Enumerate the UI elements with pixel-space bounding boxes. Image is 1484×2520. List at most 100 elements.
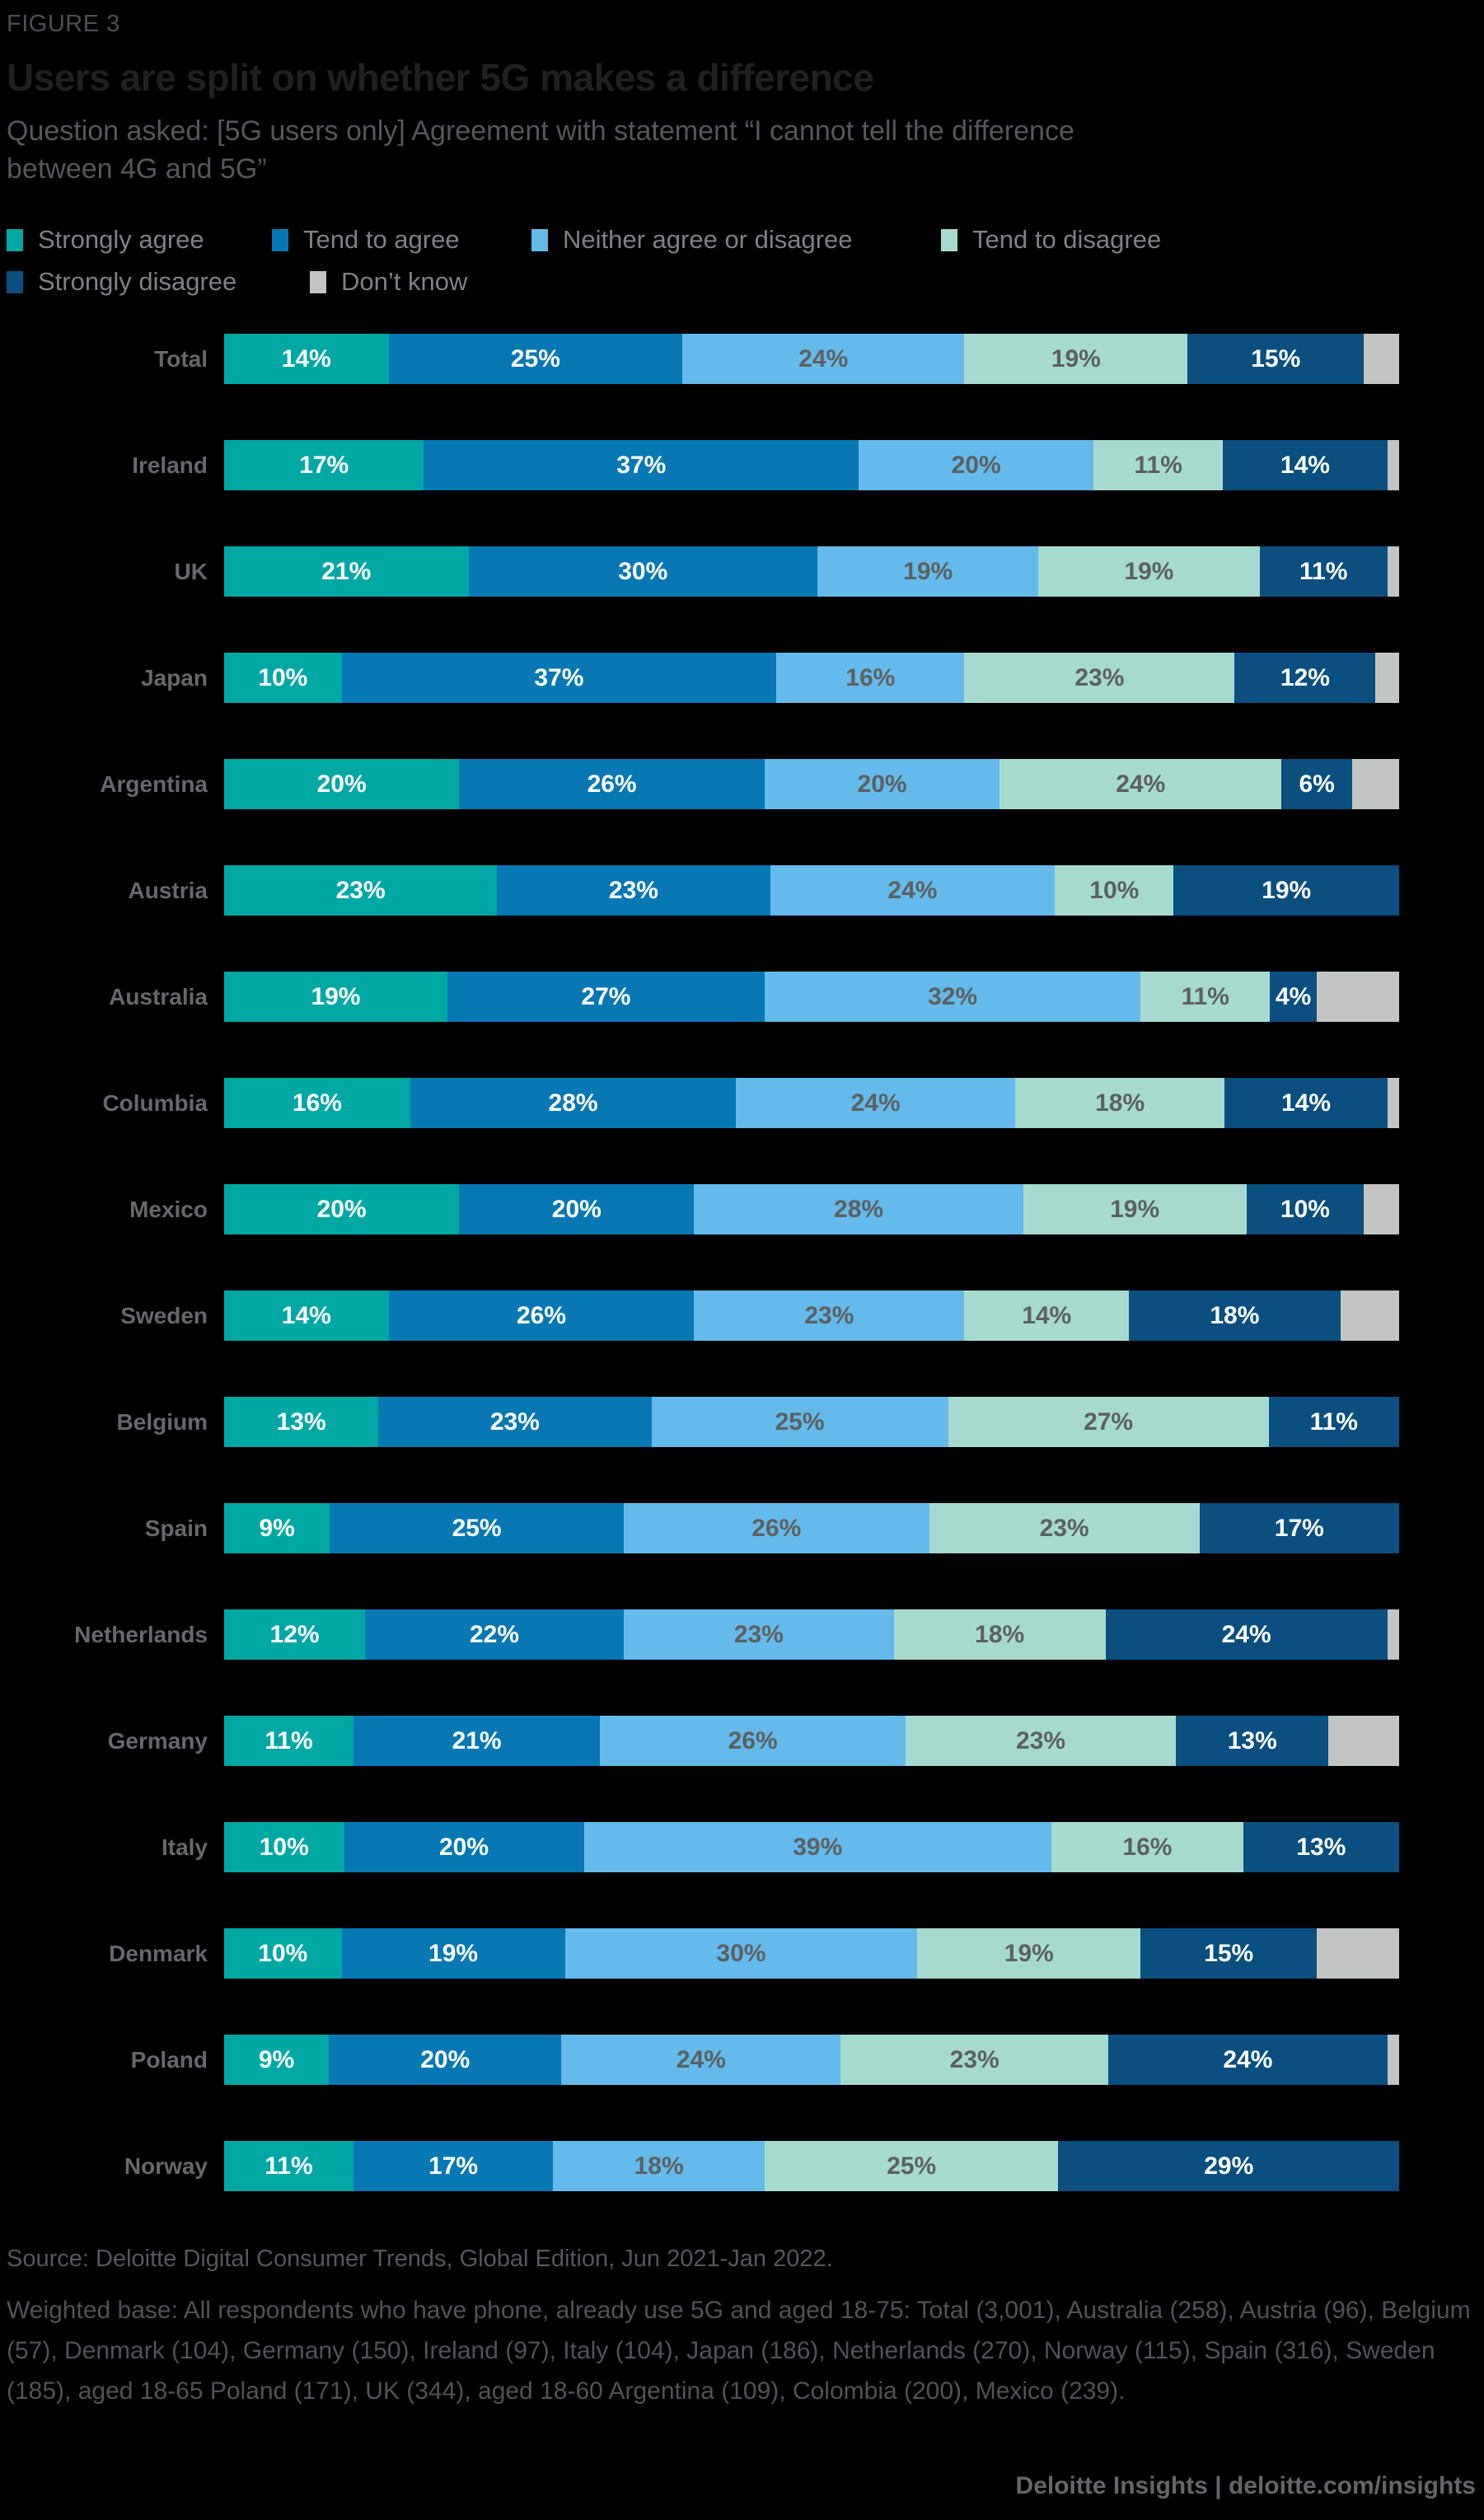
bar-segment: 23% — [929, 1503, 1200, 1553]
value-label: 28% — [834, 1195, 884, 1223]
value-label: 15% — [1204, 1939, 1254, 1967]
bar-segment: 26% — [600, 1716, 906, 1766]
chart-row-germany: Germany 11% 21% 26% 23% 13% — [7, 1716, 1477, 1766]
value-label: 10% — [1280, 1195, 1330, 1223]
value-label: 28% — [548, 1089, 598, 1117]
bar-segment: 19% — [341, 1928, 565, 1979]
value-label: 10% — [258, 663, 308, 691]
value-label: 23% — [733, 1620, 784, 1648]
bar-segment: 23% — [694, 1290, 965, 1341]
chart-row-belgium: Belgium 13% 23% 25% 27% 11% — [7, 1397, 1477, 1447]
legend-item: Strongly disagree — [7, 267, 310, 297]
bar-segment: 19% — [964, 334, 1188, 384]
value-label: 25% — [452, 1514, 502, 1542]
value-label: 23% — [489, 1408, 540, 1436]
bar-segment: 23% — [623, 1609, 894, 1660]
value-label: 17% — [428, 2152, 479, 2180]
value-label: 11% — [264, 1726, 313, 1754]
value-label: 29% — [1204, 2152, 1254, 2180]
bar-segment — [1328, 1716, 1399, 1766]
bar-segment: 23% — [224, 865, 498, 916]
bar-segment: 26% — [623, 1503, 929, 1553]
value-label: 27% — [581, 982, 631, 1010]
category-label: Ireland — [132, 452, 208, 478]
chart-row-ireland: Ireland 17% 37% 20% 11% 14% — [7, 440, 1477, 490]
stacked-bar: 20% 20% 28% 19% 10% — [224, 1184, 1399, 1234]
value-label: 23% — [1016, 1726, 1066, 1754]
value-label: 18% — [634, 2152, 684, 2180]
value-label: 18% — [1210, 1301, 1260, 1329]
value-label: 23% — [804, 1301, 854, 1329]
stacked-bar: 23% 23% 24% 10% 19% — [224, 865, 1400, 916]
stacked-bar: 21% 30% 19% 19% 11% — [224, 546, 1399, 597]
bar-segment: 27% — [948, 1397, 1269, 1447]
bar-segment: 25% — [330, 1503, 624, 1553]
bar-segment: 20% — [224, 1184, 460, 1234]
bar-segment: 17% — [224, 440, 424, 490]
value-label: 12% — [269, 1620, 320, 1648]
bar-segment — [1364, 334, 1399, 384]
bar-segment: 30% — [564, 1928, 918, 1979]
value-label: 20% — [551, 1195, 602, 1223]
value-label: 19% — [1004, 1939, 1054, 1967]
category-label: Austria — [128, 877, 208, 903]
stacked-bar: 9% 20% 24% 23% 24% — [224, 2035, 1399, 2085]
chart-row-denmark: Denmark 10% 19% 30% 19% 15% — [7, 1928, 1477, 1979]
value-label: 24% — [1116, 770, 1166, 798]
value-label: 14% — [281, 344, 331, 372]
stacked-bar: 11% 21% 26% 23% 13% — [224, 1716, 1399, 1766]
stacked-bar: 13% 23% 25% 27% 11% — [224, 1397, 1399, 1447]
chart-row-japan: Japan 10% 37% 16% 23% 12% — [7, 653, 1477, 703]
bar-segment: 21% — [353, 1716, 601, 1766]
legend-item: Neither agree or disagree — [531, 225, 941, 255]
deloitte-insights-branding: Deloitte Insights | deloitte.com/insight… — [1015, 2472, 1476, 2499]
bar-segment: 14% — [224, 1290, 389, 1341]
bar-segment — [1317, 1928, 1399, 1979]
bar-segment: 26% — [388, 1290, 695, 1341]
bar-segment: 20% — [224, 759, 460, 809]
value-label: 9% — [259, 1514, 295, 1542]
chart-row-poland: Poland 9% 20% 24% 23% 24% — [7, 2035, 1477, 2085]
bar-segment — [1340, 1290, 1400, 1341]
bar-segment: 32% — [764, 972, 1141, 1022]
weighted-base-note: Weighted base: All respondents who have … — [7, 2297, 1471, 2405]
bar-segment: 25% — [651, 1397, 948, 1447]
bar-segment: 10% — [224, 1822, 344, 1872]
bar-segment: 39% — [583, 1822, 1052, 1872]
category-label: Mexico — [129, 1196, 208, 1222]
value-label: 10% — [258, 1939, 308, 1967]
value-label: 11% — [1181, 982, 1229, 1010]
chart-row-uk: UK 21% 30% 19% 19% 11% — [7, 546, 1477, 597]
stacked-bar-chart: Total 14% 25% 24% 19% 15% Ireland 17% 37% 20% 11% 1… — [7, 334, 1477, 2191]
bar-segment: 4% — [1270, 972, 1318, 1022]
chart-row-italy: Italy 10% 20% 39% 16% 13% — [7, 1822, 1477, 1872]
legend-swatch-icon — [531, 228, 548, 251]
bar-segment: 20% — [344, 1822, 584, 1872]
bar-segment: 18% — [893, 1609, 1106, 1660]
bar-segment: 23% — [840, 2035, 1109, 2085]
value-label: 24% — [676, 2045, 726, 2073]
bar-segment: 28% — [694, 1184, 1023, 1234]
chart-row-argentina: Argentina 20% 26% 20% 24% 6% — [7, 759, 1477, 809]
value-label: 19% — [311, 982, 361, 1010]
bar-segment: 13% — [1243, 1822, 1399, 1872]
value-label: 20% — [951, 451, 1001, 479]
legend-label: Don’t know — [341, 267, 468, 296]
category-label: Australia — [109, 983, 208, 1009]
value-label: 24% — [887, 876, 938, 904]
value-label: 20% — [316, 1195, 367, 1223]
value-label: 10% — [259, 1833, 309, 1861]
bar-segment: 17% — [353, 2141, 554, 2191]
bar-segment: 25% — [388, 334, 683, 384]
bar-segment: 17% — [1199, 1503, 1400, 1553]
bar-segment: 29% — [1058, 2141, 1400, 2191]
bar-segment: 6% — [1281, 759, 1352, 809]
bar-segment: 9% — [224, 2035, 330, 2085]
bar-segment: 20% — [459, 1184, 695, 1234]
value-label: 20% — [420, 2045, 470, 2073]
legend-label: Strongly agree — [38, 225, 204, 254]
stacked-bar: 9% 25% 26% 23% 17% — [224, 1503, 1400, 1553]
value-label: 23% — [335, 876, 386, 904]
bar-segment: 15% — [1187, 334, 1365, 384]
bar-segment: 13% — [224, 1397, 379, 1447]
